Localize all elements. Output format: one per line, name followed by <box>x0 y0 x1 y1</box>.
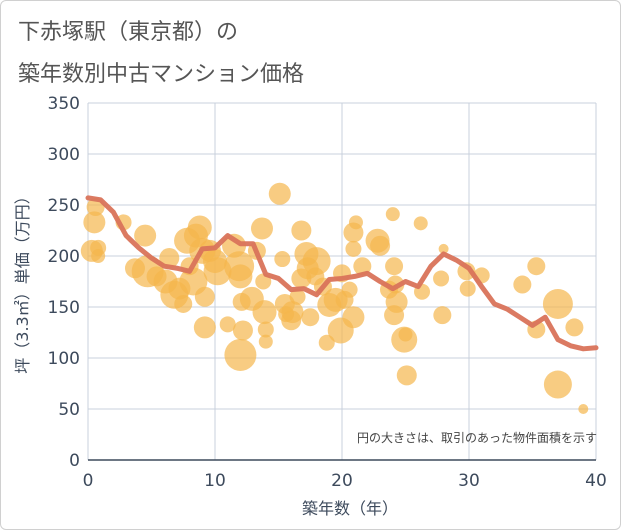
bubble-point <box>250 217 273 240</box>
bubble-layer <box>80 182 589 414</box>
bubble-size-note: 円の大きさは、取引のあった物件面積を示す <box>357 430 597 445</box>
bubble-point <box>159 248 180 269</box>
tick-labels: 0 50 100 150 200 250 300 350 0 10 20 30 40 <box>48 94 607 491</box>
bubble-point <box>433 270 450 287</box>
bubble-point <box>385 207 400 222</box>
x-tick-label: 40 <box>585 471 607 491</box>
bubble-point <box>345 240 362 257</box>
x-tick-label: 0 <box>83 471 94 491</box>
bubble-point <box>413 216 428 231</box>
bubble-point <box>370 235 391 256</box>
bubble-point <box>543 370 572 399</box>
average-trend-line <box>85 195 599 352</box>
bubble-point <box>342 306 365 329</box>
x-axis-label: 築年数（年） <box>302 499 398 518</box>
bubble-point <box>174 294 193 313</box>
bubble-point <box>291 220 312 241</box>
bubble-point <box>193 316 216 339</box>
bubble-point <box>228 264 253 289</box>
bubble-point <box>302 247 331 276</box>
y-tick-label: 250 <box>48 196 80 216</box>
bubble-point <box>232 320 253 341</box>
bubble-point <box>433 306 452 325</box>
y-tick-label: 100 <box>48 349 80 369</box>
bubble-point <box>224 338 257 371</box>
y-tick-label: 0 <box>69 451 80 471</box>
bubble-point <box>187 215 212 240</box>
bubble-point <box>255 273 272 290</box>
bubble-point <box>565 318 584 337</box>
bubble-point <box>341 281 358 298</box>
bubble-point <box>257 321 274 338</box>
trend-line-layer <box>85 195 599 352</box>
bubble-point <box>268 182 291 205</box>
bubble-point <box>194 286 215 307</box>
bubble-point <box>459 280 476 297</box>
bubble-point <box>274 251 291 268</box>
bubble-point <box>578 404 589 414</box>
bubble-point <box>258 334 273 349</box>
bubble-point <box>83 211 106 234</box>
bubble-point <box>289 288 306 305</box>
y-tick-label: 200 <box>48 247 80 267</box>
x-tick-label: 10 <box>204 471 226 491</box>
bubble-point <box>301 308 320 327</box>
x-tick-label: 20 <box>331 471 353 491</box>
bubble-point <box>281 301 304 324</box>
y-tick-label: 150 <box>48 298 80 318</box>
y-axis-label: 坪（3.3㎡）単価（万円） <box>13 188 32 373</box>
y-tick-label: 300 <box>48 145 80 165</box>
bubble-point <box>513 275 532 294</box>
chart-title-line1: 下赤塚駅（東京都）の <box>18 20 239 45</box>
x-tick-label: 30 <box>458 471 480 491</box>
bubble-point <box>385 257 404 276</box>
bubble-point <box>353 257 372 276</box>
chart-title-line2: 築年数別中古マンション価格 <box>18 62 305 87</box>
bubble-point <box>385 290 408 313</box>
bubble-point <box>438 243 449 254</box>
y-tick-label: 350 <box>48 94 80 114</box>
bubble-point <box>134 224 157 247</box>
y-tick-label: 50 <box>58 400 80 420</box>
bubble-point <box>396 365 417 386</box>
bubble-point <box>219 316 236 333</box>
bubble-point <box>398 327 413 342</box>
bubble-point <box>527 257 546 276</box>
bubble-point <box>90 239 107 256</box>
bubble-point <box>348 215 363 230</box>
bubble-point <box>252 300 277 325</box>
bubble-point <box>542 288 573 319</box>
